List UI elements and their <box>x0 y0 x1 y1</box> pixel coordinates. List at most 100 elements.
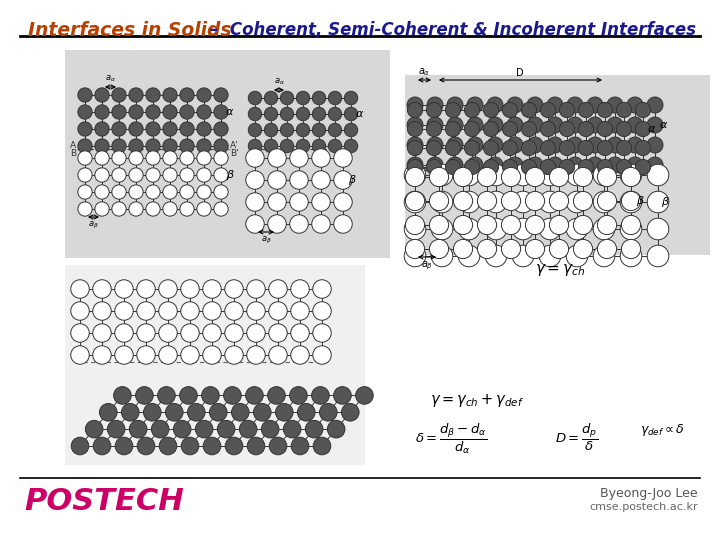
Circle shape <box>180 168 194 182</box>
Circle shape <box>616 103 631 118</box>
Circle shape <box>122 403 139 421</box>
Circle shape <box>521 103 536 118</box>
Circle shape <box>429 215 449 234</box>
Circle shape <box>146 139 160 153</box>
Circle shape <box>291 302 310 320</box>
Bar <box>65 50 390 258</box>
Circle shape <box>114 324 133 342</box>
Circle shape <box>129 168 143 182</box>
Circle shape <box>71 280 89 298</box>
Circle shape <box>408 159 423 174</box>
Circle shape <box>578 159 593 174</box>
Circle shape <box>507 97 523 113</box>
Circle shape <box>431 164 453 186</box>
Circle shape <box>458 245 480 267</box>
Circle shape <box>71 346 89 365</box>
Circle shape <box>593 191 615 213</box>
Circle shape <box>312 387 329 404</box>
Circle shape <box>328 91 342 105</box>
Circle shape <box>93 437 111 455</box>
Circle shape <box>95 185 109 199</box>
Bar <box>65 265 365 465</box>
Circle shape <box>78 202 92 216</box>
Circle shape <box>464 103 480 118</box>
Circle shape <box>483 122 498 137</box>
Circle shape <box>467 137 483 153</box>
Circle shape <box>138 437 155 455</box>
Circle shape <box>214 202 228 216</box>
Circle shape <box>407 117 423 133</box>
Circle shape <box>246 148 264 167</box>
Circle shape <box>427 97 443 113</box>
Circle shape <box>426 103 441 118</box>
Circle shape <box>446 159 461 174</box>
Circle shape <box>312 280 331 298</box>
Circle shape <box>407 97 423 113</box>
Circle shape <box>431 218 453 240</box>
Circle shape <box>566 245 588 267</box>
Circle shape <box>130 420 147 438</box>
Circle shape <box>567 137 583 153</box>
Text: β: β <box>226 170 233 180</box>
Circle shape <box>312 324 331 342</box>
Circle shape <box>541 159 556 174</box>
Circle shape <box>225 324 243 342</box>
Circle shape <box>291 346 310 365</box>
Circle shape <box>195 420 213 438</box>
Circle shape <box>203 324 221 342</box>
Text: $a_\alpha$: $a_\alpha$ <box>274 77 284 87</box>
Circle shape <box>573 167 593 187</box>
Circle shape <box>526 191 544 211</box>
Circle shape <box>312 302 331 320</box>
Circle shape <box>559 122 575 137</box>
Text: A': A' <box>230 141 238 151</box>
Circle shape <box>225 280 243 298</box>
Circle shape <box>598 167 616 187</box>
Circle shape <box>214 168 228 182</box>
Circle shape <box>78 185 92 199</box>
Circle shape <box>328 107 342 121</box>
Circle shape <box>431 245 453 267</box>
Circle shape <box>95 105 109 119</box>
Circle shape <box>197 168 211 182</box>
Circle shape <box>151 420 169 438</box>
Circle shape <box>93 346 111 365</box>
Circle shape <box>264 139 278 153</box>
Circle shape <box>598 191 616 211</box>
Circle shape <box>312 148 330 167</box>
Circle shape <box>404 191 426 213</box>
Circle shape <box>404 245 426 267</box>
Circle shape <box>137 280 156 298</box>
Circle shape <box>289 387 307 404</box>
Circle shape <box>446 140 461 156</box>
Circle shape <box>429 167 449 187</box>
Circle shape <box>197 202 211 216</box>
Circle shape <box>503 159 518 174</box>
Circle shape <box>405 167 425 187</box>
Circle shape <box>276 403 293 421</box>
Circle shape <box>507 117 523 133</box>
Circle shape <box>297 123 310 137</box>
Circle shape <box>635 122 651 137</box>
Circle shape <box>573 191 593 211</box>
Circle shape <box>217 420 235 438</box>
Circle shape <box>501 239 521 259</box>
Text: $\gamma = \gamma_{ch}$: $\gamma = \gamma_{ch}$ <box>535 262 585 278</box>
Text: –  Coherent, Semi-Coherent & Incoherent Interfaces: – Coherent, Semi-Coherent & Incoherent I… <box>210 21 696 39</box>
Circle shape <box>454 191 472 211</box>
Circle shape <box>541 103 556 118</box>
Circle shape <box>202 387 219 404</box>
Circle shape <box>598 103 613 118</box>
Circle shape <box>112 105 126 119</box>
Circle shape <box>214 105 228 119</box>
Circle shape <box>163 168 177 182</box>
Circle shape <box>214 185 228 199</box>
Circle shape <box>247 280 265 298</box>
Circle shape <box>78 151 92 165</box>
Circle shape <box>297 91 310 105</box>
Text: Interfaces in Solids: Interfaces in Solids <box>28 21 232 40</box>
Text: $a_\beta$: $a_\beta$ <box>421 260 433 272</box>
Circle shape <box>627 97 643 113</box>
Text: $a_\beta$: $a_\beta$ <box>261 235 271 246</box>
Circle shape <box>146 202 160 216</box>
